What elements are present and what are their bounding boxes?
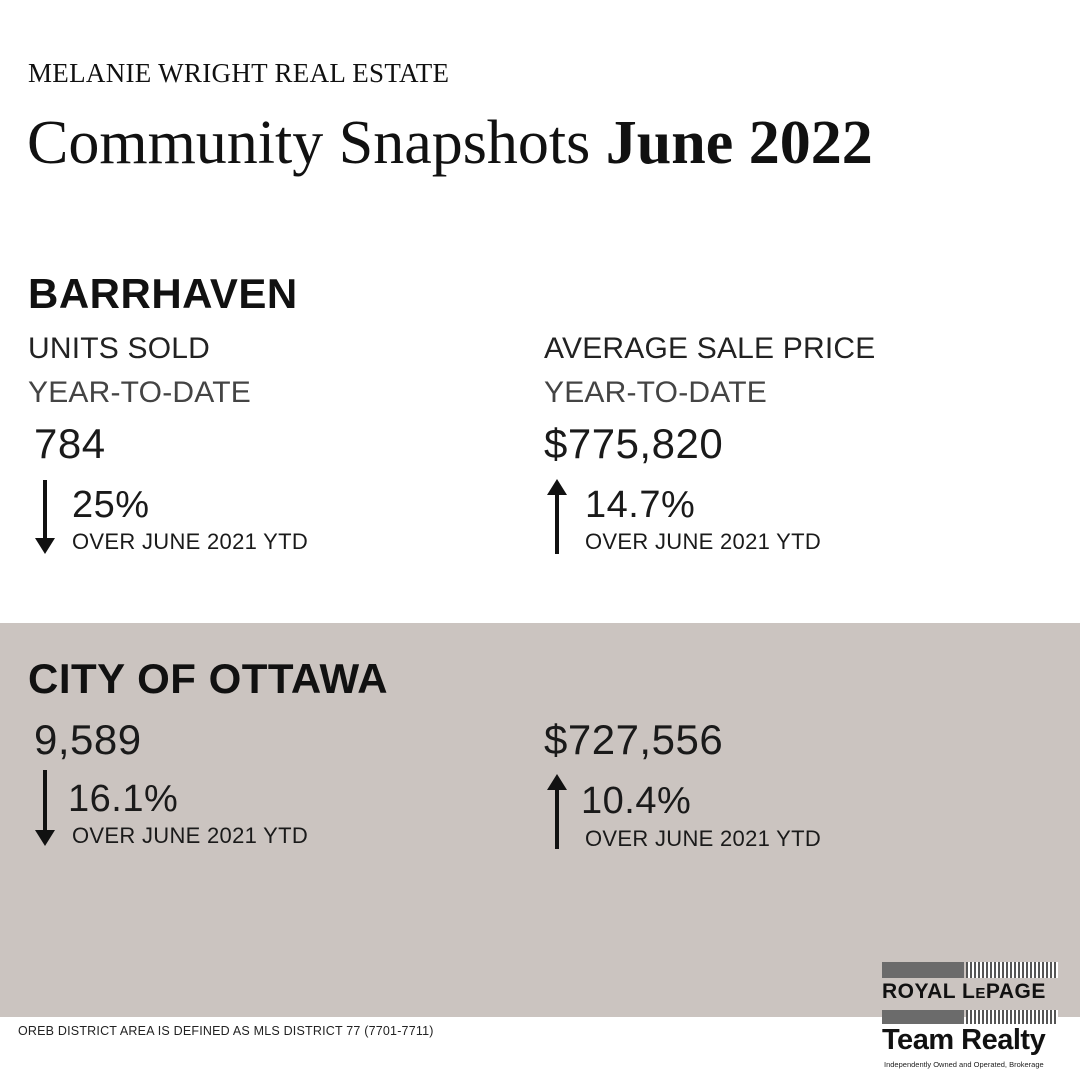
brand-name: MELANIE WRIGHT REAL ESTATE [28,58,450,88]
up-arrow-icon [547,479,567,554]
ottawa-section-background [0,623,1080,1017]
title-date: June 2022 [605,109,873,177]
barrhaven-units-compare: OVER JUNE 2021 YTD [72,529,309,554]
barrhaven-units-change: 25% [72,484,150,526]
ottawa-heading: CITY OF OTTAWA [28,655,389,702]
ottawa-units-value: 9,589 [34,716,142,763]
up-arrow-icon [547,774,567,849]
logo-tagline: Independently Owned and Operated, Broker… [884,1060,1044,1069]
units-period-label: YEAR-TO-DATE [28,376,251,409]
ottawa-price-compare: OVER JUNE 2021 YTD [585,826,822,851]
page-title: Community Snapshots June 2022 [27,108,873,179]
barrhaven-units-value: 784 [34,420,106,467]
barrhaven-price-change: 14.7% [585,484,696,526]
royal-lepage-logo: ROYAL LEPAGE Team Realty Independently O… [880,962,1060,1074]
barrhaven-price-value: $775,820 [544,420,724,467]
barrhaven-price-compare: OVER JUNE 2021 YTD [585,529,822,554]
units-sold-label: UNITS SOLD [28,332,211,365]
footnote: OREB DISTRICT AREA IS DEFINED AS MLS DIS… [18,1024,434,1038]
logo-royal-lepage: ROYAL LEPAGE [882,980,1046,1003]
logo-team-realty: Team Realty [882,1024,1046,1056]
down-arrow-icon [35,480,55,554]
price-period-label: YEAR-TO-DATE [544,376,767,409]
ottawa-units-change: 16.1% [68,778,179,820]
avg-price-label: AVERAGE SALE PRICE [544,332,876,365]
ottawa-price-change: 10.4% [581,780,692,822]
title-prefix: Community Snapshots [27,109,591,177]
ottawa-units-compare: OVER JUNE 2021 YTD [72,823,309,848]
barrhaven-heading: BARRHAVEN [28,270,298,317]
down-arrow-icon [35,770,55,846]
ottawa-price-value: $727,556 [544,716,724,763]
